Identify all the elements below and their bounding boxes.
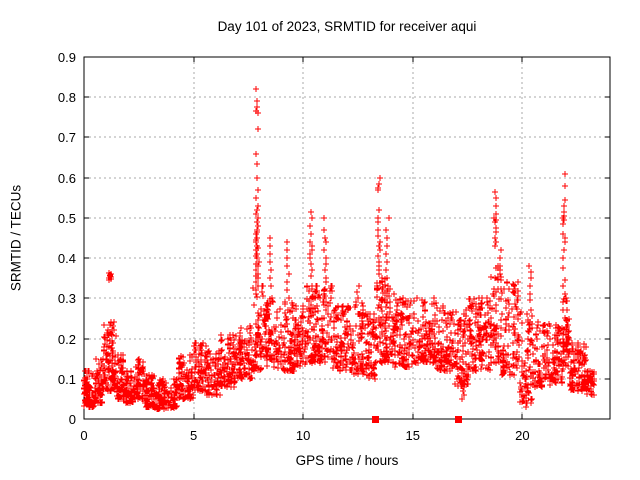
plot-border xyxy=(83,56,611,420)
axis-square-marker xyxy=(372,416,379,423)
x-tick-label: 5 xyxy=(189,428,198,443)
x-tick-label: 15 xyxy=(405,428,420,443)
y-axis-label: SRMTID / TECUs xyxy=(8,184,24,292)
x-tick-label: 20 xyxy=(515,428,530,443)
y-tick-label: 0.5 xyxy=(57,210,76,226)
x-axis-label: GPS time / hours xyxy=(295,453,399,468)
grid-lines xyxy=(84,57,610,419)
y-tick-label: 0.1 xyxy=(57,371,76,387)
y-tick-label: 0.9 xyxy=(57,50,76,65)
y-tick-label: 0.4 xyxy=(57,251,76,267)
y-tick-label: 0.2 xyxy=(57,331,76,347)
data-points-plus-markers xyxy=(81,86,597,412)
y-tick-label: 0.6 xyxy=(57,170,76,186)
x-tick-label: 0 xyxy=(80,428,88,443)
axis-square-marker xyxy=(455,416,462,423)
y-tick-label: 0.8 xyxy=(57,90,76,106)
y-tick-label: 0.7 xyxy=(57,130,76,146)
chart-title: Day 101 of 2023, SRMTID for receiver aqu… xyxy=(217,19,477,34)
y-tick-label: 0 xyxy=(68,412,76,427)
x-tick-label: 10 xyxy=(295,428,311,443)
y-tick-label: 0.3 xyxy=(57,291,76,307)
